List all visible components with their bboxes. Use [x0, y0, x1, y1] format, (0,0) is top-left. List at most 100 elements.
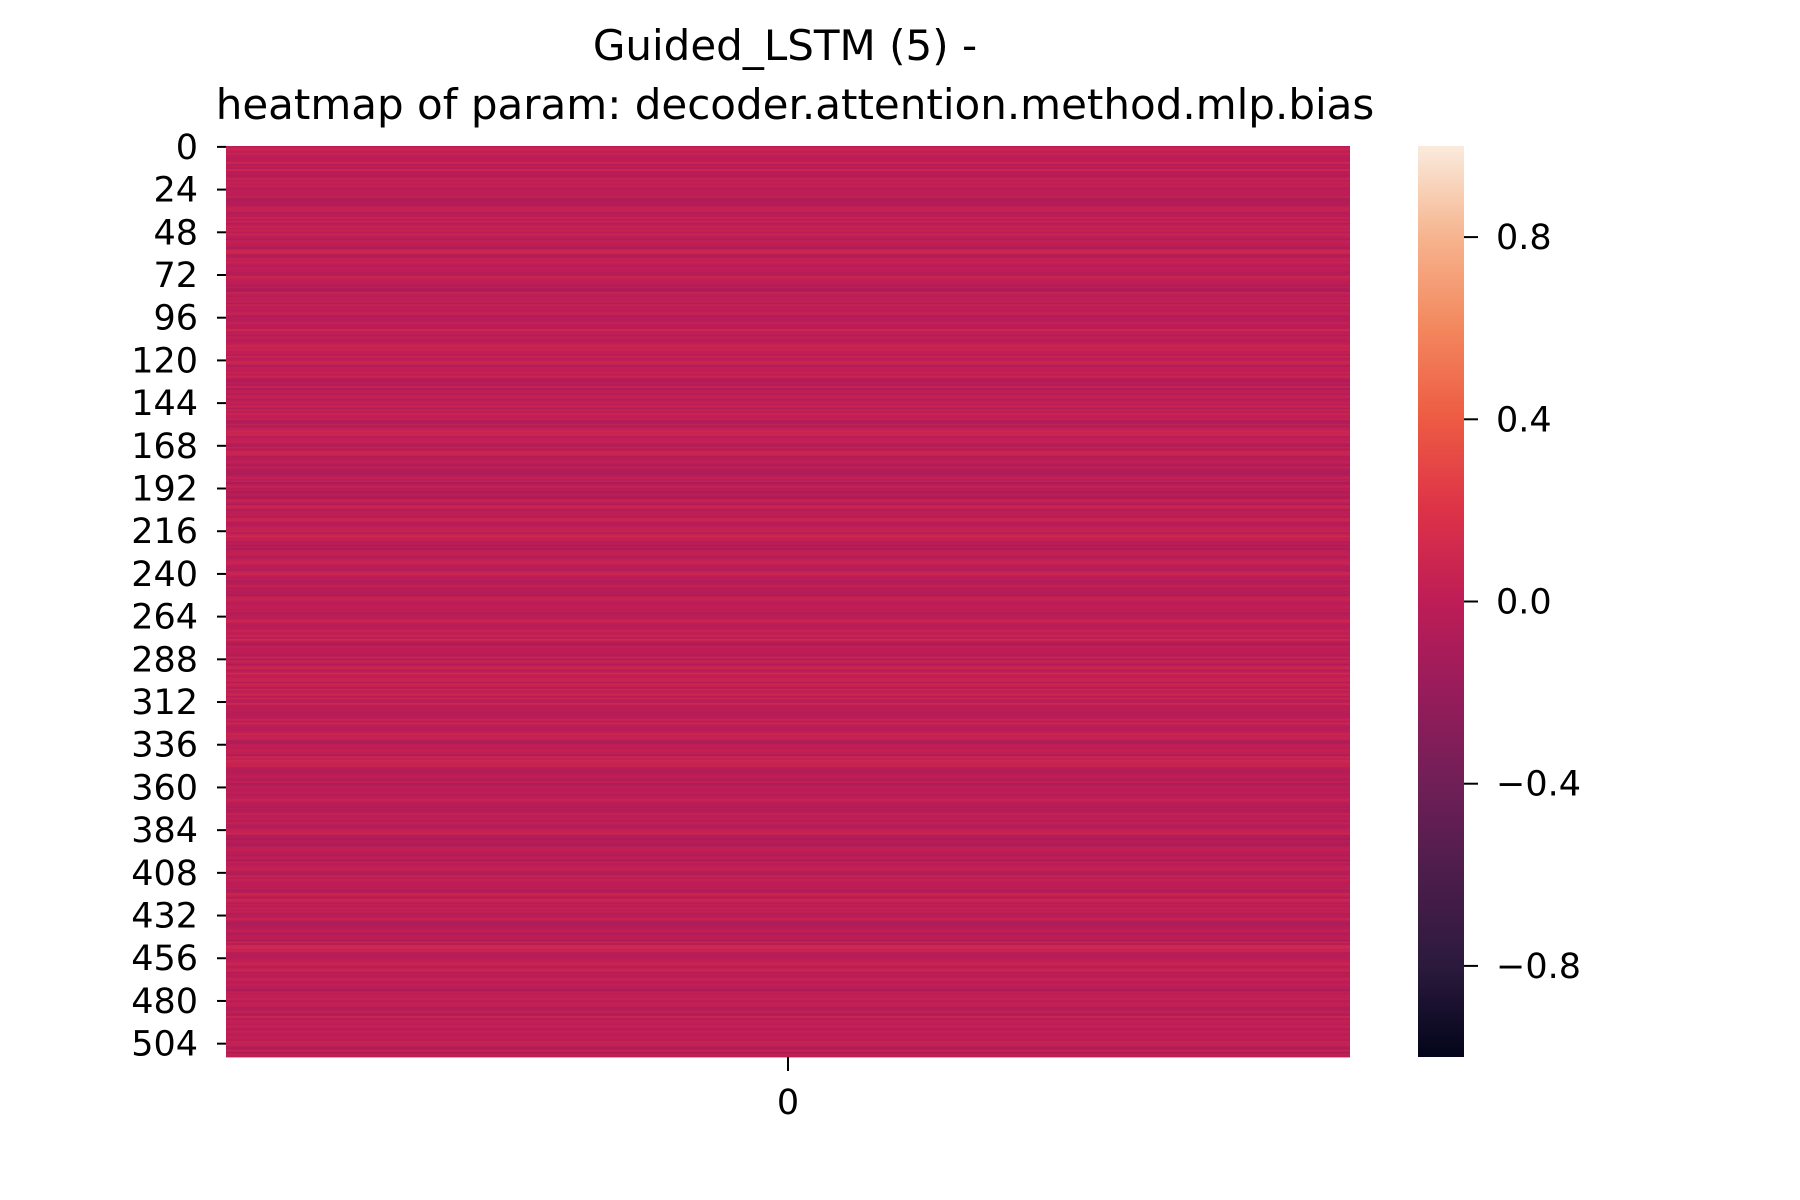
- heatmap-cell: [226, 581, 1350, 585]
- heatmap-cell: [226, 930, 1350, 933]
- heatmap-cell: [226, 489, 1350, 492]
- heatmap-cell: [226, 937, 1350, 940]
- heatmap-cell: [226, 375, 1350, 378]
- heatmap-cell: [226, 318, 1350, 321]
- heatmap-cell: [226, 254, 1350, 257]
- heatmap-cell: [226, 475, 1350, 478]
- heatmap-cell: [226, 841, 1350, 844]
- heatmap-cell: [226, 439, 1350, 442]
- heatmap-cell: [226, 405, 1350, 408]
- heatmap-cell: [226, 663, 1350, 666]
- heatmap-cell: [226, 834, 1350, 837]
- heatmap-cell: [226, 549, 1350, 553]
- heatmap-cell: [226, 1023, 1350, 1026]
- heatmap-cell: [226, 256, 1350, 259]
- heatmap-cell: [226, 147, 1350, 150]
- heatmap-cell: [226, 243, 1350, 247]
- heatmap-cell: [226, 557, 1350, 560]
- heatmap-cell: [226, 265, 1350, 268]
- heatmap-cell: [226, 809, 1350, 812]
- heatmap-cell: [226, 603, 1350, 606]
- heatmap-cell: [226, 443, 1350, 446]
- heatmap-cell: [226, 665, 1350, 668]
- heatmap-cell: [226, 331, 1350, 334]
- heatmap-cell: [226, 775, 1350, 779]
- heatmap-cell: [226, 505, 1350, 508]
- heatmap-cell: [226, 555, 1350, 558]
- heatmap-cell: [226, 811, 1350, 814]
- heatmap-cell: [226, 1037, 1350, 1040]
- heatmap-cell: [226, 427, 1350, 430]
- heatmap-cell: [226, 565, 1350, 569]
- heatmap-cell: [226, 379, 1350, 382]
- heatmap-cell: [226, 734, 1350, 738]
- heatmap-cell: [226, 902, 1350, 905]
- heatmap-cell: [226, 436, 1350, 439]
- heatmap-cell: [226, 640, 1350, 643]
- heatmap-cell: [226, 428, 1350, 432]
- heatmap-cell: [226, 989, 1350, 992]
- heatmap-cell: [226, 1008, 1350, 1012]
- heatmap-cell: [226, 553, 1350, 556]
- heatmap-cell: [226, 731, 1350, 734]
- heatmap-cell: [226, 765, 1350, 768]
- heatmap-cell: [226, 793, 1350, 796]
- heatmap-cell: [226, 936, 1350, 939]
- heatmap-cell: [226, 368, 1350, 371]
- y-tick-label: 120: [131, 341, 198, 381]
- heatmap-cell: [226, 788, 1350, 791]
- heatmap-cell: [226, 204, 1350, 207]
- heatmap-cell: [226, 952, 1350, 955]
- heatmap-cell: [226, 779, 1350, 782]
- heatmap-cell: [226, 551, 1350, 554]
- heatmap-cell: [226, 1053, 1350, 1056]
- heatmap-cell: [226, 169, 1350, 172]
- heatmap-cell: [226, 500, 1350, 503]
- heatmap-cell: [226, 313, 1350, 316]
- heatmap-cell: [226, 277, 1350, 280]
- heatmap-cell: [226, 674, 1350, 677]
- heatmap-cell: [226, 181, 1350, 184]
- heatmap-cell: [226, 994, 1350, 997]
- heatmap-cell: [226, 492, 1350, 496]
- heatmap-cell: [226, 1007, 1350, 1010]
- heatmap-cell: [226, 508, 1350, 512]
- heatmap-cell: [226, 299, 1350, 302]
- heatmap-cell: [226, 208, 1350, 211]
- heatmap-cell: [226, 893, 1350, 896]
- heatmap-cell: [226, 453, 1350, 456]
- heatmap-cell: [226, 402, 1350, 405]
- heatmap-cell: [226, 484, 1350, 487]
- heatmap-cell: [226, 149, 1350, 152]
- heatmap-cell: [226, 982, 1350, 985]
- heatmap-cell: [226, 423, 1350, 426]
- heatmap-cell: [226, 416, 1350, 419]
- heatmap-cell: [226, 701, 1350, 704]
- heatmap-cell: [226, 592, 1350, 595]
- chart-title-line-2: heatmap of param: decoder.attention.meth…: [216, 80, 1375, 129]
- heatmap-cell: [226, 339, 1350, 343]
- heatmap-cell: [226, 347, 1350, 350]
- heatmap-cell: [226, 745, 1350, 748]
- heatmap-cell: [226, 185, 1350, 188]
- heatmap-cell: [226, 848, 1350, 852]
- heatmap-cell: [226, 676, 1350, 679]
- heatmap-cell: [226, 293, 1350, 296]
- heatmap-cell: [226, 274, 1350, 277]
- heatmap-cell: [226, 852, 1350, 855]
- heatmap-cell: [226, 389, 1350, 392]
- heatmap-cell: [226, 969, 1350, 972]
- heatmap-cell: [226, 304, 1350, 307]
- heatmap-cell: [226, 229, 1350, 232]
- heatmap-cell: [226, 1005, 1350, 1008]
- heatmap-cell: [226, 855, 1350, 859]
- heatmap-cell: [226, 806, 1350, 809]
- colorbar-tick-label: 0.0: [1496, 583, 1552, 623]
- heatmap-cell: [226, 359, 1350, 362]
- heatmap-cell: [226, 1046, 1350, 1049]
- heatmap-cell: [226, 160, 1350, 163]
- heatmap-cell: [226, 240, 1350, 243]
- heatmap-cell: [226, 487, 1350, 490]
- heatmap-cell: [226, 501, 1350, 505]
- heatmap-cell: [226, 683, 1350, 686]
